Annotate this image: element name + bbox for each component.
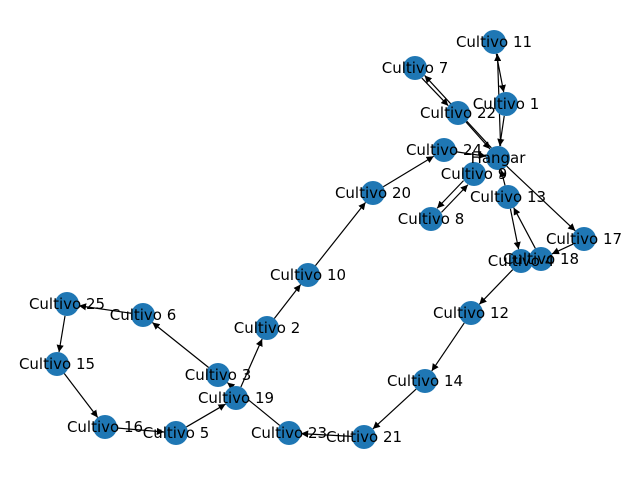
node-c2[interactable] [255,316,279,340]
node-c9[interactable] [462,162,486,186]
edge-c14-to-c21 [372,388,417,430]
edge-c3-to-c6 [151,322,210,368]
node-label-c11: Cultivo 11 [456,33,532,51]
node-label-c23: Cultivo 23 [251,424,327,442]
node-label-c21: Cultivo 21 [326,428,402,446]
edge-c25-to-c15 [56,315,66,353]
node-label-c8: Cultivo 8 [398,210,465,228]
edge-c18-to-c13 [513,207,536,249]
edge-c2-to-c10 [273,284,302,319]
node-label-c19: Cultivo 19 [198,389,274,407]
node-c25[interactable] [55,292,79,316]
edge-c24-to-hangar [455,151,487,159]
edge-c10-to-c20 [314,202,367,266]
edge-c16-to-c5 [116,427,165,435]
node-label-c5: Cultivo 5 [143,424,210,442]
node-c21[interactable] [352,425,376,449]
edge-c9-to-c8 [436,180,464,209]
node-label-c4: Cultivo 4 [488,252,555,270]
node-c23[interactable] [277,421,301,445]
edge-c21-to-c23 [300,430,353,438]
node-c7[interactable] [403,56,427,80]
node-label-c3: Cultivo 3 [185,366,252,384]
node-c17[interactable] [572,227,596,251]
node-label-c13: Cultivo 13 [470,188,546,206]
node-label-c2: Cultivo 2 [234,319,301,337]
edge-c6-to-c25 [78,303,132,314]
node-label-hangar: Hangar [471,149,527,167]
node-c19[interactable] [224,386,248,410]
node-label-c18: Cultivo 18 [503,250,579,268]
node-label-c15: Cultivo 15 [19,355,95,373]
edge-c12-to-c14 [431,322,465,372]
node-label-c17: Cultivo 17 [546,230,622,248]
node-label-c16: Cultivo 16 [67,418,143,436]
node-c16[interactable] [93,415,117,439]
node-c5[interactable] [164,421,188,445]
node-c1[interactable] [494,92,518,116]
node-label-c12: Cultivo 12 [433,304,509,322]
edge-c19-to-c2 [240,338,263,388]
node-label-c24: Cultivo 24 [406,141,482,159]
edge-c4-to-c12 [478,269,514,305]
node-label-c14: Cultivo 14 [387,372,463,390]
node-c6[interactable] [131,303,155,327]
node-label-c7: Cultivo 7 [382,59,449,77]
edge-c5-to-c19 [186,403,226,428]
edge-c15-to-c16 [63,373,99,418]
node-label-c10: Cultivo 10 [270,266,346,284]
node-c18[interactable] [529,247,553,271]
node-c22[interactable] [446,101,470,125]
nodes-layer [45,30,596,449]
node-c4[interactable] [509,249,533,273]
node-c13[interactable] [496,185,520,209]
edge-hangar-to-c17 [506,165,576,232]
edge-c1-to-hangar [497,115,505,147]
edge-c8-to-c9 [441,184,469,213]
node-hangar[interactable] [486,146,510,170]
edge-c7-to-c22 [421,77,449,107]
node-c24[interactable] [432,138,456,162]
edge-c13-to-hangar [499,169,507,186]
node-label-c6: Cultivo 6 [110,306,177,324]
node-label-c25: Cultivo 25 [29,295,105,313]
edge-c22-to-hangar [465,121,491,150]
node-c15[interactable] [45,352,69,376]
edges-layer [56,53,576,438]
node-label-c9: Cultivo 9 [441,165,508,183]
node-c3[interactable] [206,363,230,387]
node-c20[interactable] [361,181,385,205]
node-c8[interactable] [419,207,443,231]
node-label-c22: Cultivo 22 [420,104,496,122]
edge-c11-to-c1 [495,53,506,93]
node-label-c1: Cultivo 1 [473,95,540,113]
node-c12[interactable] [459,301,483,325]
node-c11[interactable] [482,30,506,54]
node-label-c20: Cultivo 20 [335,184,411,202]
node-c10[interactable] [296,263,320,287]
edge-c20-to-c24 [382,155,435,188]
edge-c13-to-c4 [509,208,521,250]
node-c14[interactable] [413,369,437,393]
edge-c17-to-c18 [551,243,574,255]
labels-layer: Hangar Cultivo 1 Cultivo 2 Cultivo 3 Cultivo… [19,33,622,446]
